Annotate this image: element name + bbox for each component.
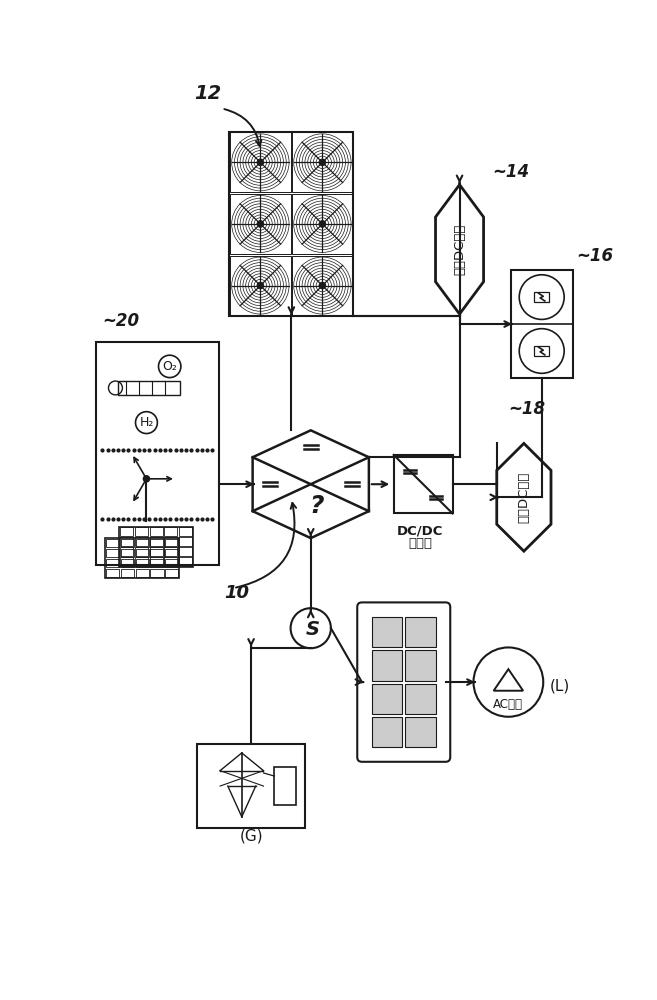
Text: ?: ?	[309, 494, 324, 518]
Bar	[372, 684, 402, 714]
Bar	[120, 527, 133, 536]
Bar	[372, 617, 402, 647]
Bar	[135, 549, 148, 557]
Bar	[534, 346, 549, 356]
Bar	[275, 767, 296, 805]
Bar	[394, 455, 453, 513]
Bar	[179, 537, 193, 546]
Bar	[179, 527, 193, 536]
Bar	[120, 537, 133, 546]
Text: S: S	[306, 620, 319, 639]
Text: ~18: ~18	[509, 400, 545, 418]
Bar	[230, 256, 290, 316]
Bar	[164, 527, 177, 536]
Bar	[96, 342, 219, 565]
Circle shape	[258, 283, 263, 288]
Bar	[165, 559, 178, 567]
Bar	[135, 539, 148, 547]
Text: DC/DC: DC/DC	[397, 524, 443, 537]
Bar	[165, 569, 178, 577]
Bar	[135, 557, 148, 566]
Bar	[106, 559, 120, 567]
Text: (L): (L)	[549, 678, 570, 693]
Bar	[165, 539, 178, 547]
Bar	[121, 549, 134, 557]
Bar	[405, 717, 436, 747]
Text: ~20: ~20	[102, 312, 139, 330]
Bar	[121, 559, 134, 567]
Text: ~16: ~16	[577, 247, 614, 265]
Bar	[135, 537, 148, 546]
Circle shape	[319, 221, 325, 227]
Text: 12: 12	[194, 84, 221, 103]
Circle shape	[143, 476, 150, 482]
Bar	[372, 717, 402, 747]
Circle shape	[319, 160, 325, 165]
Bar	[292, 194, 353, 254]
Bar	[150, 549, 164, 557]
Bar	[534, 292, 549, 302]
Text: (G): (G)	[239, 829, 263, 844]
Bar	[120, 527, 193, 567]
Bar	[121, 569, 134, 577]
Bar	[405, 650, 436, 681]
Bar	[121, 539, 134, 547]
Bar	[135, 569, 148, 577]
Bar	[230, 194, 290, 254]
Bar	[164, 537, 177, 546]
Text: O₂: O₂	[162, 360, 177, 373]
Bar	[405, 684, 436, 714]
Bar	[164, 547, 177, 556]
Bar	[150, 537, 163, 546]
Bar	[292, 132, 353, 192]
Bar	[135, 559, 148, 567]
Text: 高压DC负载: 高压DC负载	[453, 224, 466, 275]
Bar	[120, 547, 133, 556]
Bar	[150, 569, 164, 577]
Bar	[179, 557, 193, 566]
Bar	[106, 539, 120, 547]
Bar	[150, 547, 163, 556]
Bar	[179, 547, 193, 556]
Bar	[165, 549, 178, 557]
Bar	[292, 256, 353, 316]
Text: AC负载: AC负载	[493, 698, 524, 711]
Text: ~14: ~14	[492, 163, 530, 181]
Bar	[150, 559, 164, 567]
Text: 低压DC负载: 低压DC负载	[517, 472, 530, 523]
Bar	[150, 527, 163, 536]
Bar	[197, 744, 306, 828]
Circle shape	[258, 221, 263, 227]
Bar	[150, 539, 164, 547]
Bar	[120, 557, 133, 566]
Bar	[106, 569, 120, 577]
Text: 10: 10	[224, 584, 249, 602]
Bar	[135, 527, 148, 536]
Bar	[510, 270, 573, 378]
Bar	[405, 617, 436, 647]
Bar	[229, 132, 353, 316]
Text: H₂: H₂	[139, 416, 154, 429]
Bar	[164, 557, 177, 566]
Bar	[230, 132, 290, 192]
Bar	[372, 650, 402, 681]
Bar	[106, 549, 120, 557]
Text: 转换器: 转换器	[408, 537, 432, 550]
Circle shape	[258, 160, 263, 165]
Circle shape	[319, 283, 325, 288]
Bar	[105, 538, 179, 578]
Bar	[150, 557, 163, 566]
Bar	[135, 547, 148, 556]
